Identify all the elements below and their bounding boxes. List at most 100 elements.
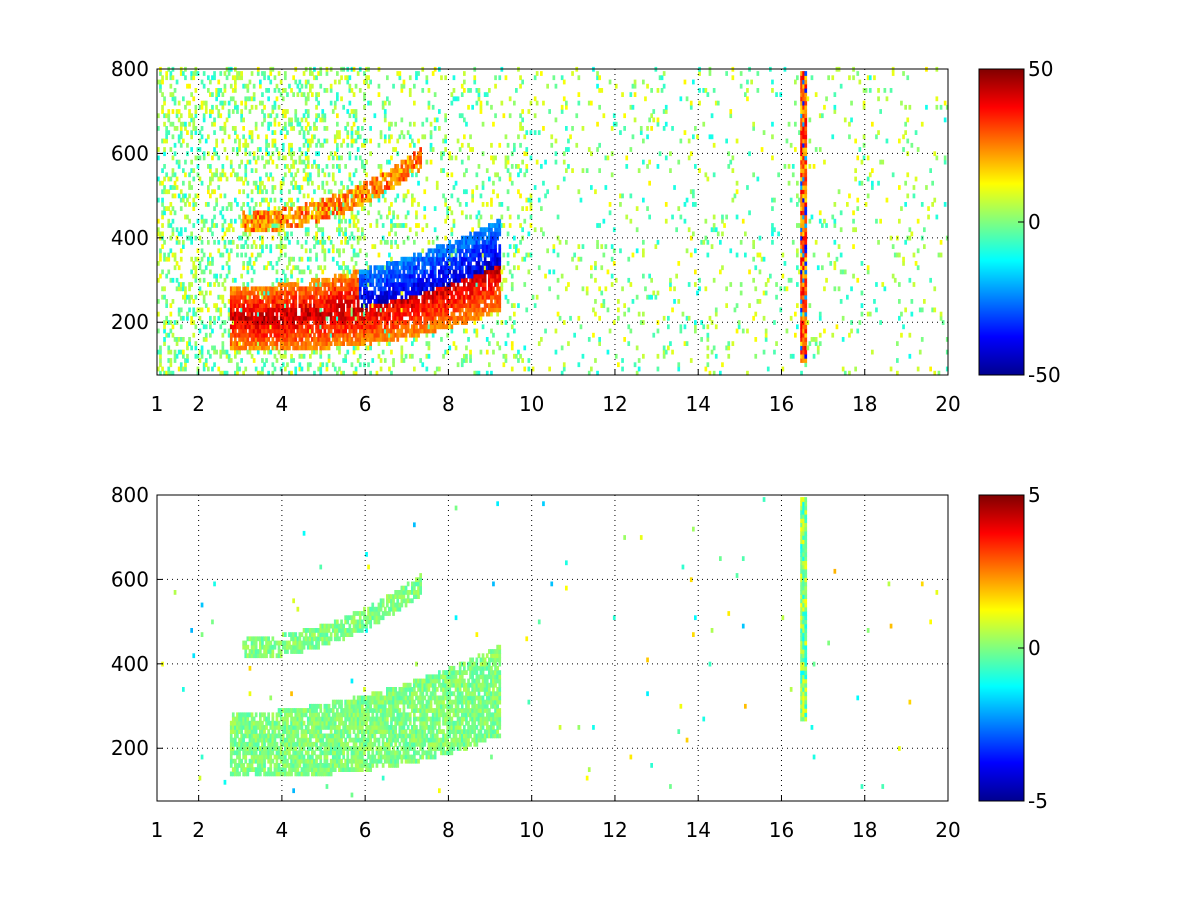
heatmap-cell bbox=[338, 248, 341, 254]
heatmap-cell bbox=[229, 358, 233, 363]
heatmap-cell bbox=[394, 265, 397, 271]
heatmap-cell bbox=[306, 315, 310, 321]
heatmap-cell bbox=[614, 121, 618, 127]
heatmap-cell bbox=[408, 303, 412, 308]
heatmap-cell bbox=[533, 227, 537, 233]
heatmap-cell bbox=[184, 358, 187, 363]
heatmap-cell bbox=[275, 218, 279, 224]
heatmap-cell bbox=[425, 256, 429, 262]
heatmap-cell bbox=[311, 294, 314, 300]
heatmap-cell bbox=[529, 214, 533, 220]
heatmap-cell bbox=[171, 332, 175, 338]
heatmap-cell bbox=[504, 75, 508, 81]
heatmap-cell bbox=[256, 320, 260, 325]
heatmap-cell bbox=[269, 315, 273, 321]
heatmap-cell bbox=[327, 155, 331, 161]
heatmap-cell bbox=[182, 121, 185, 127]
heatmap-cell bbox=[469, 353, 472, 359]
heatmap-cell bbox=[435, 311, 439, 317]
heatmap-cell bbox=[383, 290, 387, 296]
heatmap-cell bbox=[319, 206, 323, 211]
heatmap-cell bbox=[386, 324, 389, 330]
heatmap-cell bbox=[344, 206, 347, 211]
heatmap-cell bbox=[231, 307, 235, 313]
heatmap-cell bbox=[488, 244, 491, 249]
heatmap-cell bbox=[664, 155, 668, 161]
heatmap-cell bbox=[300, 117, 304, 123]
heatmap-cell bbox=[346, 315, 350, 321]
heatmap-cell bbox=[463, 303, 466, 308]
heatmap-cell bbox=[631, 134, 635, 140]
heatmap-cell bbox=[223, 172, 227, 178]
heatmap-cell bbox=[371, 185, 375, 190]
heatmap-cell bbox=[179, 134, 183, 140]
heatmap-cell bbox=[417, 168, 420, 173]
heatmap-cell bbox=[300, 151, 304, 157]
heatmap-cell bbox=[288, 121, 291, 127]
heatmap-cell bbox=[475, 244, 479, 249]
heatmap-cell bbox=[398, 299, 402, 304]
heatmap-cell bbox=[296, 185, 300, 190]
heatmap-cell bbox=[267, 286, 270, 292]
heatmap-cell bbox=[313, 290, 316, 296]
heatmap-cell bbox=[302, 332, 306, 338]
heatmap-cell bbox=[610, 256, 614, 262]
heatmap-cell bbox=[182, 96, 185, 102]
heatmap-cell bbox=[548, 109, 551, 114]
heatmap-cell bbox=[490, 223, 493, 228]
heatmap-cell bbox=[756, 88, 760, 93]
heatmap-cell bbox=[367, 337, 370, 342]
heatmap-cell bbox=[333, 79, 337, 85]
heatmap-cell bbox=[365, 303, 368, 308]
heatmap-cell bbox=[356, 185, 360, 190]
heatmap-cell bbox=[369, 345, 372, 351]
heatmap-cell bbox=[450, 100, 454, 106]
heatmap-cell bbox=[204, 337, 208, 342]
heatmap-cell bbox=[319, 239, 323, 245]
heatmap-cell bbox=[273, 353, 277, 359]
heatmap-cell bbox=[365, 193, 368, 199]
heatmap-cell bbox=[390, 172, 393, 178]
heatmap-cell bbox=[415, 159, 418, 165]
heatmap-cell bbox=[211, 121, 214, 127]
heatmap-cell bbox=[161, 269, 164, 275]
heatmap-cell bbox=[290, 223, 293, 228]
heatmap-cell bbox=[319, 265, 323, 271]
heatmap-cell bbox=[284, 218, 287, 224]
heatmap-cell bbox=[248, 341, 252, 346]
heatmap-cell bbox=[698, 168, 701, 173]
heatmap-cell bbox=[473, 282, 477, 287]
heatmap-cell bbox=[182, 239, 185, 245]
heatmap-cell bbox=[710, 244, 714, 249]
heatmap-cell bbox=[275, 337, 279, 342]
heatmap-cell bbox=[179, 189, 183, 195]
heatmap-cell bbox=[329, 83, 333, 89]
heatmap-cell bbox=[421, 256, 425, 262]
heatmap-cell bbox=[650, 277, 653, 283]
heatmap-cell bbox=[458, 307, 462, 313]
heatmap-cell bbox=[637, 311, 641, 317]
heatmap-cell bbox=[279, 315, 283, 321]
heatmap-cell bbox=[444, 261, 447, 266]
heatmap-cell bbox=[171, 252, 175, 258]
heatmap-cell bbox=[354, 294, 358, 300]
heatmap-cell bbox=[325, 345, 329, 351]
heatmap-cell bbox=[371, 290, 375, 296]
heatmap-cell bbox=[577, 100, 581, 106]
heatmap-cell bbox=[596, 75, 599, 81]
heatmap-cell bbox=[423, 134, 427, 140]
heatmap-cell bbox=[404, 168, 408, 173]
heatmap-cell bbox=[321, 180, 325, 186]
heatmap-cell bbox=[221, 332, 225, 338]
heatmap-cell bbox=[346, 109, 350, 114]
heatmap-cell bbox=[217, 155, 221, 161]
heatmap-cell bbox=[248, 130, 252, 135]
heatmap-cell bbox=[248, 324, 252, 330]
heatmap-cell bbox=[386, 239, 389, 245]
heatmap-cell bbox=[737, 320, 741, 325]
heatmap-cell bbox=[219, 273, 223, 279]
heatmap-cell bbox=[244, 294, 248, 300]
heatmap-cell bbox=[254, 345, 258, 351]
heatmap-cell bbox=[288, 151, 291, 157]
heatmap-cell bbox=[173, 88, 177, 93]
